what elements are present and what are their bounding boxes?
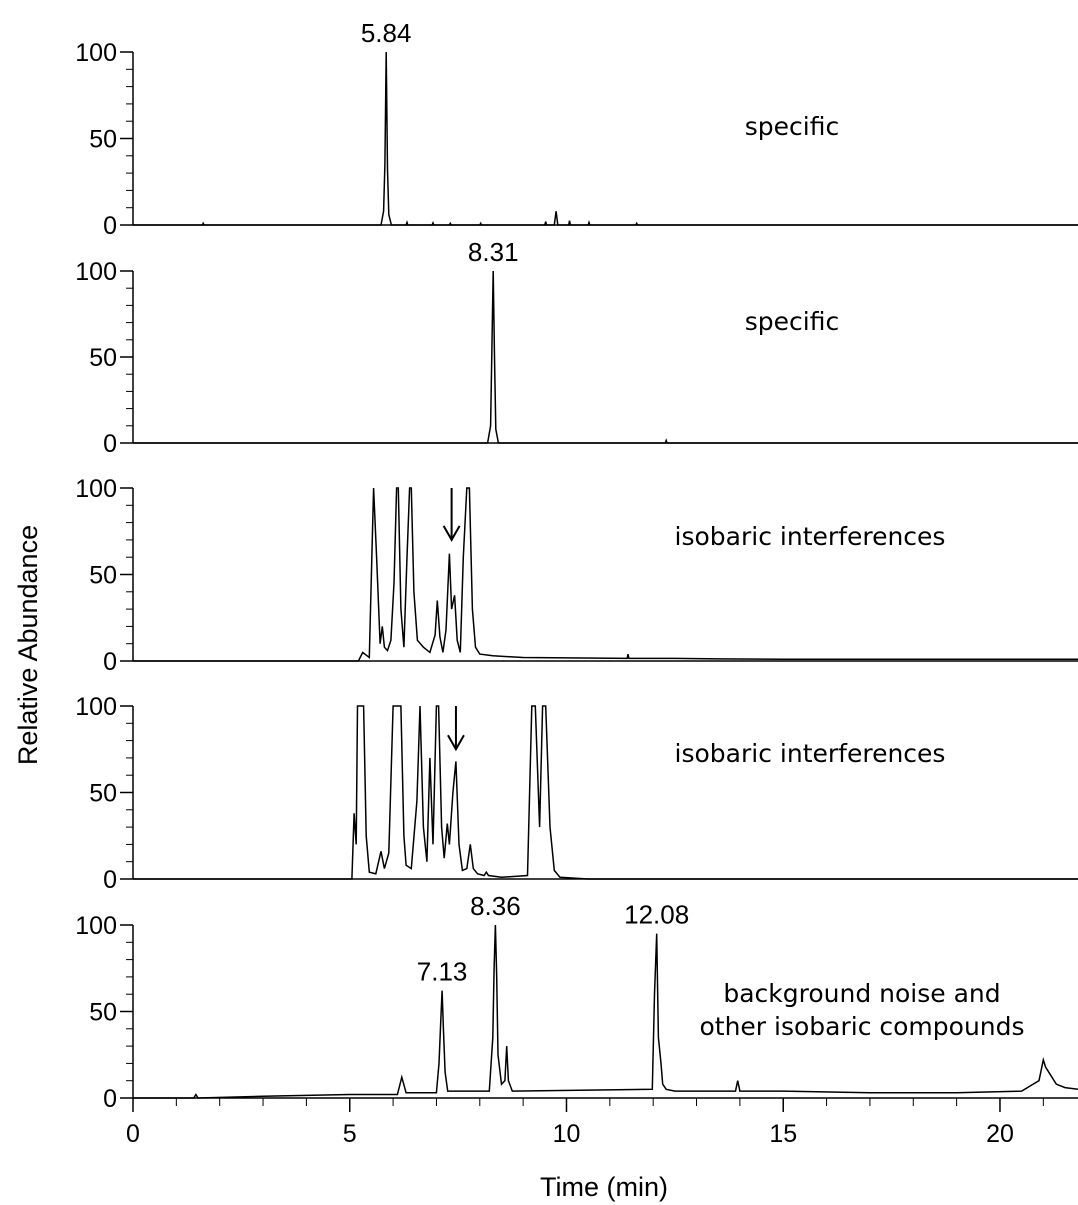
panel-annotation: specific xyxy=(745,112,839,141)
panel-1: 0 50 100 5.84 specific xyxy=(75,18,1078,240)
x-axis-ticks: 0 5 10 15 20 xyxy=(126,1098,1044,1148)
y-tick-label: 100 xyxy=(75,258,117,286)
x-tick-label: 10 xyxy=(553,1120,581,1148)
y-tick-label: 0 xyxy=(103,648,117,676)
panel-5: 0 50 100 7.13 8.36 12.08 background noise and o… xyxy=(75,891,1078,1113)
chromatogram-trace xyxy=(133,51,1078,226)
y-tick-label: 0 xyxy=(103,866,117,894)
y-tick-label: 50 xyxy=(89,126,117,154)
panel-annotation: isobaric interferences xyxy=(675,739,946,768)
y-tick-label: 50 xyxy=(89,562,117,590)
peak-label: 12.08 xyxy=(624,900,689,930)
y-tick-label: 50 xyxy=(89,344,117,372)
panel-3: 0 50 100 isobaric interferences xyxy=(75,475,1078,676)
x-tick-label: 5 xyxy=(343,1120,357,1148)
y-tick-label: 0 xyxy=(103,430,117,458)
y-axis-title: Relative Abundance xyxy=(13,525,43,765)
y-tick-label: 50 xyxy=(89,999,117,1027)
chromatogram-trace xyxy=(133,487,1078,662)
chromatogram-trace xyxy=(133,270,1078,444)
panel-annotation: isobaric interferences xyxy=(675,522,946,551)
chromatogram-trace xyxy=(133,924,1078,1099)
y-tick-label: 100 xyxy=(75,693,117,721)
peak-label: 8.31 xyxy=(468,237,519,267)
panel-2: 0 50 100 8.31 specific xyxy=(75,237,1078,458)
y-tick-label: 100 xyxy=(75,39,117,67)
peak-label: 7.13 xyxy=(417,957,468,987)
y-tick-label: 0 xyxy=(103,1085,117,1113)
peak-label: 8.36 xyxy=(470,891,521,921)
panel-annotation: background noise and xyxy=(723,979,1000,1008)
x-tick-label: 0 xyxy=(126,1120,140,1148)
chromatogram-panels: 0501005.84specific0501008.31specific0501… xyxy=(75,18,1078,1148)
peak-label: 5.84 xyxy=(361,18,412,48)
panel-annotation: other isobaric compounds xyxy=(699,1012,1024,1041)
x-tick-label: 20 xyxy=(986,1120,1014,1148)
y-tick-label: 100 xyxy=(75,475,117,503)
x-axis-title: Time (min) xyxy=(540,1172,668,1202)
arrow-head xyxy=(442,525,461,542)
panel-4: 0 50 100 isobaric interferences xyxy=(75,693,1078,894)
chromatogram-trace xyxy=(133,705,1078,880)
y-tick-label: 0 xyxy=(103,212,117,240)
arrow-head xyxy=(447,734,465,752)
y-tick-label: 100 xyxy=(75,912,117,940)
x-tick-label: 15 xyxy=(769,1120,797,1148)
panel-annotation: specific xyxy=(745,307,839,336)
y-tick-label: 50 xyxy=(89,780,117,808)
